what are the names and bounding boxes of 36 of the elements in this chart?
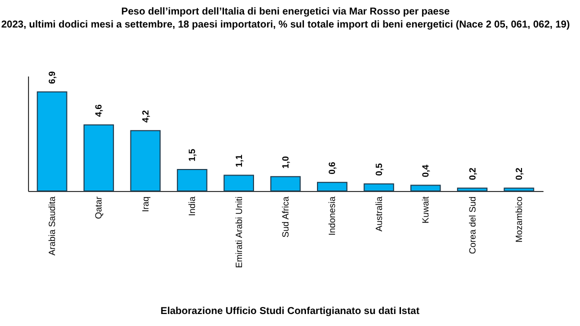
data-label: 0,2 [514,168,524,180]
data-label: 0,5 [374,163,384,176]
text: Elaborazione Ufficio Studi Confartigianato su dati Istat [160,306,420,317]
bar [316,182,348,192]
x-tick-label: Qatar [94,196,104,220]
bar [130,130,161,192]
x-tick-label: India [187,196,198,216]
data-label: 0,6 [327,162,338,174]
data-label: 1,1 [234,154,244,168]
x-tick-label: Emirati Arabi Uniti [234,196,244,268]
x-tick-label: Mozambico [514,196,524,243]
data-label: 4,6 [94,104,104,117]
chart-title: Peso dell’import dell’Italia di beni energetici via Mar Rosso per paese [121,6,450,18]
x-tick-label: Corea del Sud [467,196,478,254]
bar [224,174,254,192]
data-label: 6,9 [47,71,58,84]
x-tick-label: Australia [374,196,384,232]
bar [410,184,441,192]
x-tick-label: Arabia Saudita [47,196,58,256]
data-label: 1,5 [187,148,198,162]
x-tick-label: Kuwait [420,196,431,224]
data-label: 0,2 [467,168,478,180]
bar [364,183,394,192]
bar [84,124,114,192]
bar [270,176,301,192]
bar [176,168,208,192]
x-tick-label: Iraq [140,196,150,212]
data-label: 1,0 [280,156,290,169]
x-tick-label: Indonesia [327,196,338,236]
chart-subtitle: 2023, ultimi dodici mesi a settembre, 18 paesi importatori, % sul totale import di beni energetici (Nace 2 05, 061, 062, 19) [1,19,570,30]
x-tick-label: Sud Africa [280,196,290,238]
data-label: 0,4 [420,164,431,178]
bar [457,188,488,192]
bar [504,188,534,192]
data-label: 4,2 [140,110,150,123]
bar [36,91,68,192]
